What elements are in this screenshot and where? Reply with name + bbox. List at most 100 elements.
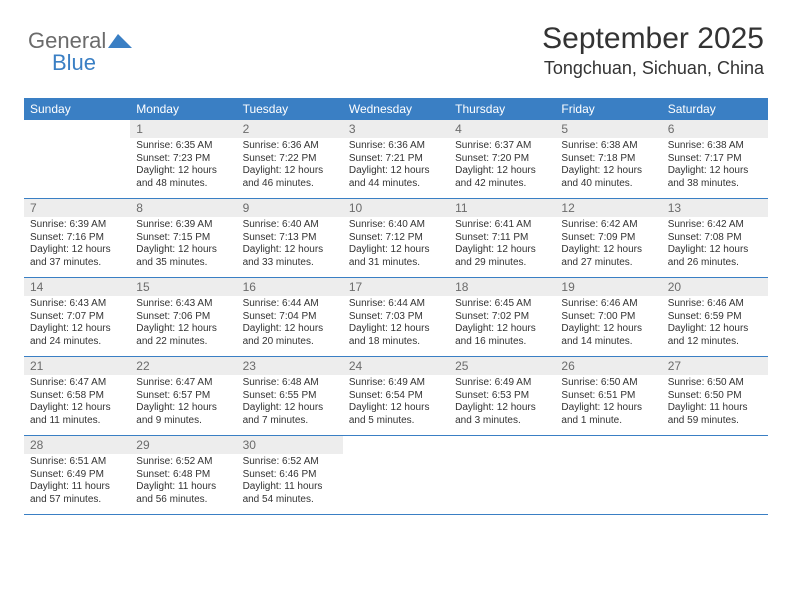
sunrise-text: Sunrise: 6:49 AM — [455, 377, 549, 390]
dow-thursday: Thursday — [449, 98, 555, 120]
day-number — [555, 436, 661, 454]
day-details: Sunrise: 6:50 AMSunset: 6:51 PMDaylight:… — [555, 375, 661, 431]
day-cell: 25Sunrise: 6:49 AMSunset: 6:53 PMDayligh… — [449, 357, 555, 435]
day1-text: Daylight: 12 hours — [349, 402, 443, 415]
sunset-text: Sunset: 7:23 PM — [136, 153, 230, 166]
day-details: Sunrise: 6:43 AMSunset: 7:06 PMDaylight:… — [130, 296, 236, 352]
sunset-text: Sunset: 7:16 PM — [30, 232, 124, 245]
sunrise-text: Sunrise: 6:47 AM — [136, 377, 230, 390]
sunrise-text: Sunrise: 6:41 AM — [455, 219, 549, 232]
day-details: Sunrise: 6:47 AMSunset: 6:58 PMDaylight:… — [24, 375, 130, 431]
day-cell: 30Sunrise: 6:52 AMSunset: 6:46 PMDayligh… — [237, 436, 343, 514]
day1-text: Daylight: 12 hours — [455, 244, 549, 257]
sunset-text: Sunset: 6:50 PM — [668, 390, 762, 403]
day-details: Sunrise: 6:39 AMSunset: 7:15 PMDaylight:… — [130, 217, 236, 273]
day1-text: Daylight: 12 hours — [30, 402, 124, 415]
day2-text: and 56 minutes. — [136, 494, 230, 507]
day-number: 9 — [237, 199, 343, 217]
day-details: Sunrise: 6:42 AMSunset: 7:09 PMDaylight:… — [555, 217, 661, 273]
brand-logo: General Blue — [28, 28, 132, 76]
sunrise-text: Sunrise: 6:50 AM — [668, 377, 762, 390]
day-number: 24 — [343, 357, 449, 375]
week-row: 7Sunrise: 6:39 AMSunset: 7:16 PMDaylight… — [24, 199, 768, 278]
day2-text: and 44 minutes. — [349, 178, 443, 191]
day-details: Sunrise: 6:49 AMSunset: 6:53 PMDaylight:… — [449, 375, 555, 431]
sunset-text: Sunset: 7:12 PM — [349, 232, 443, 245]
day2-text: and 16 minutes. — [455, 336, 549, 349]
sunset-text: Sunset: 6:49 PM — [30, 469, 124, 482]
sunrise-text: Sunrise: 6:36 AM — [349, 140, 443, 153]
sunrise-text: Sunrise: 6:51 AM — [30, 456, 124, 469]
month-title: September 2025 — [542, 22, 764, 56]
day2-text: and 3 minutes. — [455, 415, 549, 428]
day1-text: Daylight: 12 hours — [455, 165, 549, 178]
day-details: Sunrise: 6:44 AMSunset: 7:04 PMDaylight:… — [237, 296, 343, 352]
day-details: Sunrise: 6:46 AMSunset: 6:59 PMDaylight:… — [662, 296, 768, 352]
day-number — [449, 436, 555, 454]
week-row: 21Sunrise: 6:47 AMSunset: 6:58 PMDayligh… — [24, 357, 768, 436]
sunrise-text: Sunrise: 6:42 AM — [668, 219, 762, 232]
day1-text: Daylight: 12 hours — [136, 244, 230, 257]
day-number: 23 — [237, 357, 343, 375]
sunrise-text: Sunrise: 6:35 AM — [136, 140, 230, 153]
sunrise-text: Sunrise: 6:39 AM — [30, 219, 124, 232]
sail-icon — [108, 34, 132, 48]
day-number: 29 — [130, 436, 236, 454]
day-cell: 12Sunrise: 6:42 AMSunset: 7:09 PMDayligh… — [555, 199, 661, 277]
day-number: 14 — [24, 278, 130, 296]
sunrise-text: Sunrise: 6:43 AM — [136, 298, 230, 311]
day2-text: and 14 minutes. — [561, 336, 655, 349]
day-cell: 18Sunrise: 6:45 AMSunset: 7:02 PMDayligh… — [449, 278, 555, 356]
day-cell: 27Sunrise: 6:50 AMSunset: 6:50 PMDayligh… — [662, 357, 768, 435]
day-details: Sunrise: 6:38 AMSunset: 7:17 PMDaylight:… — [662, 138, 768, 194]
day-cell: 9Sunrise: 6:40 AMSunset: 7:13 PMDaylight… — [237, 199, 343, 277]
day1-text: Daylight: 12 hours — [136, 165, 230, 178]
day1-text: Daylight: 12 hours — [455, 323, 549, 336]
sunset-text: Sunset: 6:51 PM — [561, 390, 655, 403]
day-number: 15 — [130, 278, 236, 296]
day-cell: 14Sunrise: 6:43 AMSunset: 7:07 PMDayligh… — [24, 278, 130, 356]
day2-text: and 1 minute. — [561, 415, 655, 428]
day-details: Sunrise: 6:44 AMSunset: 7:03 PMDaylight:… — [343, 296, 449, 352]
sunrise-text: Sunrise: 6:40 AM — [349, 219, 443, 232]
sunrise-text: Sunrise: 6:43 AM — [30, 298, 124, 311]
day1-text: Daylight: 12 hours — [136, 402, 230, 415]
sunset-text: Sunset: 6:53 PM — [455, 390, 549, 403]
sunset-text: Sunset: 7:06 PM — [136, 311, 230, 324]
day-number: 19 — [555, 278, 661, 296]
day-details: Sunrise: 6:48 AMSunset: 6:55 PMDaylight:… — [237, 375, 343, 431]
day1-text: Daylight: 11 hours — [30, 481, 124, 494]
day2-text: and 42 minutes. — [455, 178, 549, 191]
sunset-text: Sunset: 7:21 PM — [349, 153, 443, 166]
day-cell: 21Sunrise: 6:47 AMSunset: 6:58 PMDayligh… — [24, 357, 130, 435]
day1-text: Daylight: 12 hours — [349, 165, 443, 178]
day-cell — [662, 436, 768, 514]
sunrise-text: Sunrise: 6:46 AM — [561, 298, 655, 311]
sunset-text: Sunset: 6:46 PM — [243, 469, 337, 482]
day-details: Sunrise: 6:52 AMSunset: 6:46 PMDaylight:… — [237, 454, 343, 510]
sunrise-text: Sunrise: 6:36 AM — [243, 140, 337, 153]
day-details: Sunrise: 6:40 AMSunset: 7:13 PMDaylight:… — [237, 217, 343, 273]
sunset-text: Sunset: 7:15 PM — [136, 232, 230, 245]
day2-text: and 33 minutes. — [243, 257, 337, 270]
day-details: Sunrise: 6:41 AMSunset: 7:11 PMDaylight:… — [449, 217, 555, 273]
day-cell: 7Sunrise: 6:39 AMSunset: 7:16 PMDaylight… — [24, 199, 130, 277]
sunset-text: Sunset: 7:07 PM — [30, 311, 124, 324]
sunrise-text: Sunrise: 6:37 AM — [455, 140, 549, 153]
day2-text: and 5 minutes. — [349, 415, 443, 428]
brand-word2: Blue — [52, 50, 132, 76]
day-cell: 10Sunrise: 6:40 AMSunset: 7:12 PMDayligh… — [343, 199, 449, 277]
day-number: 3 — [343, 120, 449, 138]
day-cell: 1Sunrise: 6:35 AMSunset: 7:23 PMDaylight… — [130, 120, 236, 198]
day-number: 27 — [662, 357, 768, 375]
day-cell: 17Sunrise: 6:44 AMSunset: 7:03 PMDayligh… — [343, 278, 449, 356]
day1-text: Daylight: 11 hours — [668, 402, 762, 415]
day-number: 12 — [555, 199, 661, 217]
day2-text: and 20 minutes. — [243, 336, 337, 349]
sunset-text: Sunset: 6:59 PM — [668, 311, 762, 324]
day-cell: 8Sunrise: 6:39 AMSunset: 7:15 PMDaylight… — [130, 199, 236, 277]
day-cell: 20Sunrise: 6:46 AMSunset: 6:59 PMDayligh… — [662, 278, 768, 356]
day-details: Sunrise: 6:50 AMSunset: 6:50 PMDaylight:… — [662, 375, 768, 431]
day2-text: and 18 minutes. — [349, 336, 443, 349]
sunrise-text: Sunrise: 6:52 AM — [136, 456, 230, 469]
